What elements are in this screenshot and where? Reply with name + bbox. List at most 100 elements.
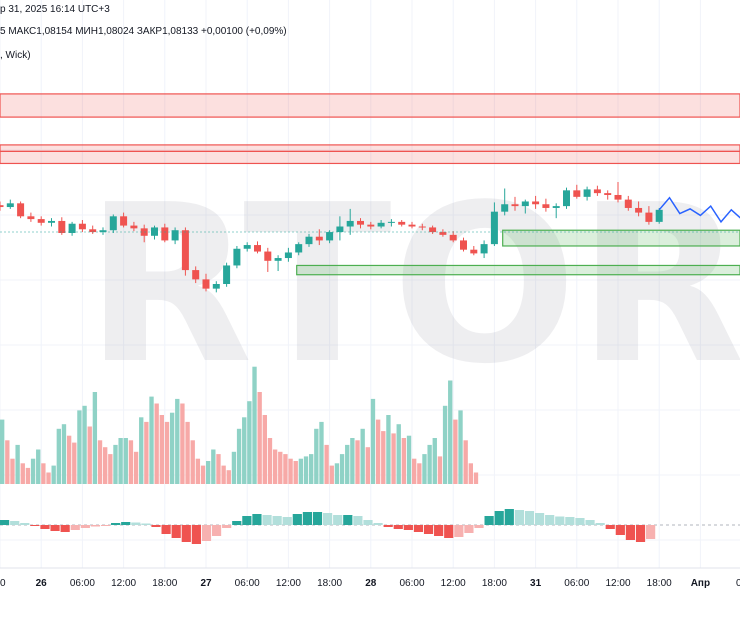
time-axis-label: 12:00 xyxy=(441,578,466,589)
oscillator-bar xyxy=(70,525,80,530)
volume-bar xyxy=(97,440,103,484)
volume-bar xyxy=(36,449,41,484)
volume-bar xyxy=(324,444,329,484)
volume-bar xyxy=(164,421,170,484)
oscillator-bar xyxy=(353,516,363,525)
volume-bar xyxy=(319,421,324,484)
candle-body xyxy=(315,236,323,241)
candle-body xyxy=(264,251,272,261)
volume-bar xyxy=(206,461,211,484)
oscillator-bar xyxy=(262,515,272,525)
oscillator-bar xyxy=(625,525,636,540)
oscillator-bar xyxy=(312,512,323,525)
volume-bar xyxy=(56,428,61,484)
candle-body xyxy=(192,270,200,280)
oscillator-bar xyxy=(282,517,292,525)
candle-body xyxy=(284,252,292,259)
volume-bar xyxy=(77,410,82,484)
volume-bar xyxy=(190,440,195,484)
volume-bar xyxy=(103,447,108,484)
volume-bar xyxy=(262,415,267,484)
oscillator-bar xyxy=(434,525,444,536)
time-axis-label: 06:00 xyxy=(235,578,260,589)
oscillator-bar xyxy=(323,513,333,525)
time-axis-label: 28 xyxy=(365,578,377,589)
oscillator-bar xyxy=(100,525,111,526)
oscillator-bar xyxy=(454,525,464,537)
resistance-zone xyxy=(0,93,740,118)
oscillator-bar xyxy=(121,522,131,525)
candle-body xyxy=(460,240,467,250)
header-ohlc: 5 МАКС1,08154 МИН1,08024 ЗАКР1,08133 +0,… xyxy=(0,26,287,37)
candle-body xyxy=(37,219,45,223)
oscillator-bar xyxy=(30,525,40,526)
candle-body xyxy=(552,206,560,208)
oscillator-bar xyxy=(333,515,343,525)
volume-bar xyxy=(5,440,10,484)
time-axis-label: 06:00 xyxy=(70,578,95,589)
oscillator-bar xyxy=(211,525,222,536)
oscillator-bar xyxy=(292,514,302,525)
volume-bar xyxy=(278,451,283,484)
oscillator-bar xyxy=(50,525,60,531)
candle-body xyxy=(501,204,509,212)
volume-bar xyxy=(355,440,360,484)
volume-bar xyxy=(298,458,304,484)
oscillator-bar xyxy=(0,520,10,525)
forecast-path xyxy=(658,196,740,224)
time-axis-label: 18:00 xyxy=(152,578,177,589)
oscillator-bar xyxy=(10,521,20,525)
volume-bar xyxy=(231,451,237,484)
volume-bar xyxy=(267,438,273,484)
volume-bar xyxy=(30,458,36,484)
candle-body xyxy=(387,221,395,223)
time-axis-label: 06 xyxy=(736,578,740,589)
oscillator-bar xyxy=(252,514,262,525)
volume-bar xyxy=(128,440,134,484)
candle-body xyxy=(223,265,231,284)
resistance-zone xyxy=(0,144,740,152)
volume-bar xyxy=(442,405,448,484)
volume-bar xyxy=(195,458,201,484)
volume-layer xyxy=(0,366,479,484)
volume-bar xyxy=(185,421,190,484)
candle-body xyxy=(89,229,97,233)
support-zone xyxy=(296,264,740,276)
candle-body xyxy=(604,193,612,195)
oscillator-bar xyxy=(403,525,413,530)
oscillator-bar xyxy=(605,525,615,529)
time-axis-label: 18:00 xyxy=(647,578,672,589)
candle-body xyxy=(573,190,581,197)
oscillator-bar xyxy=(343,515,353,525)
candle-body xyxy=(99,230,107,233)
volume-bar xyxy=(412,458,417,484)
oscillator-bar xyxy=(524,511,535,525)
candle-body xyxy=(58,220,66,233)
candle-body xyxy=(346,220,354,227)
candle-body xyxy=(68,223,76,233)
oscillator-bar xyxy=(585,520,595,525)
volume-bar xyxy=(406,435,412,484)
volume-bar xyxy=(309,454,314,484)
oscillator-bar xyxy=(514,510,524,525)
volume-bar xyxy=(458,410,463,484)
candle-body xyxy=(563,190,570,207)
volume-bar xyxy=(169,412,175,484)
oscillator-bar xyxy=(545,515,555,525)
candle-body xyxy=(17,203,25,217)
volume-bar xyxy=(396,424,401,484)
oscillator-bar xyxy=(565,517,575,525)
volume-bar xyxy=(365,447,370,484)
volume-bar xyxy=(427,444,432,484)
oscillator-bar xyxy=(60,525,70,532)
candle-body xyxy=(274,258,282,261)
oscillator-bar xyxy=(232,521,242,525)
oscillator-bar xyxy=(242,516,252,525)
volume-bar xyxy=(345,444,350,484)
time-axis-label: 26 xyxy=(36,578,48,589)
time-axis-label: 18:00 xyxy=(317,578,342,589)
volume-bar xyxy=(329,465,334,484)
candle-body xyxy=(645,212,653,222)
volume-bar xyxy=(314,428,319,484)
candle-body xyxy=(0,205,4,208)
